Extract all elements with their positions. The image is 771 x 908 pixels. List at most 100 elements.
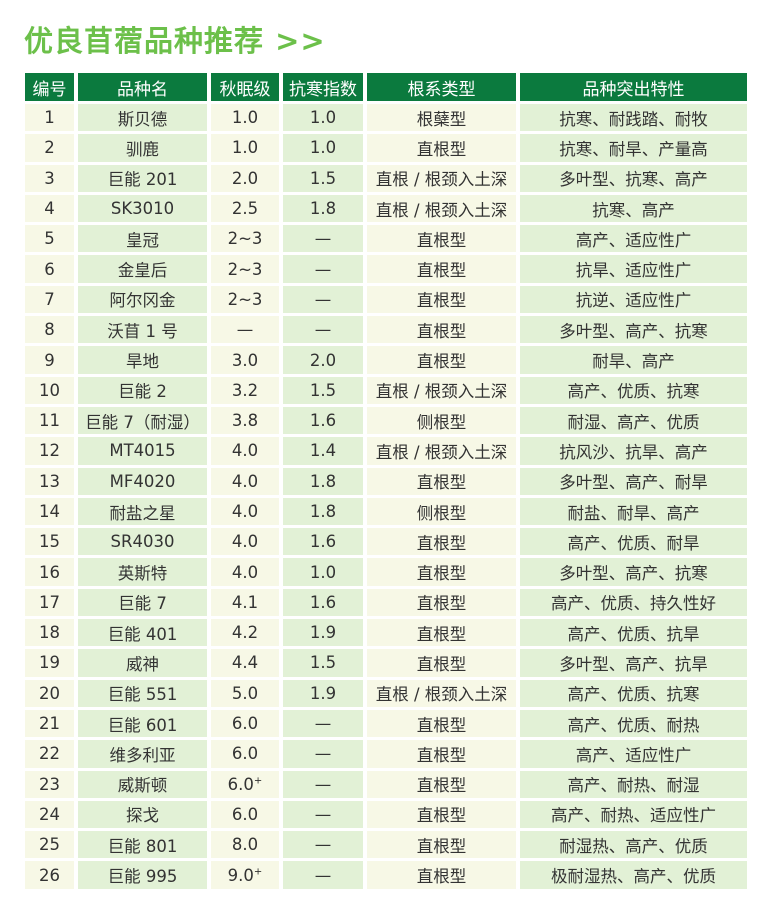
table-cell: —	[283, 225, 363, 253]
table-cell: 抗寒、耐旱、产量高	[520, 134, 747, 162]
table-cell: —	[283, 770, 363, 798]
table-cell: —	[283, 709, 363, 738]
table-cell: 13	[25, 467, 74, 495]
table-cell: 25	[25, 831, 74, 859]
table-cell: 1.8	[283, 467, 363, 495]
table-cell: 高产、优质、耐旱	[520, 528, 747, 556]
table-cell: 3	[25, 164, 74, 192]
table-cell: 1.6	[283, 588, 363, 617]
table-row: 3 巨能 201 2.0 1.5 直根 / 根颈入土深 多叶型、抗寒、高产	[25, 164, 747, 192]
table-cell: 金皇后	[78, 255, 207, 283]
table-cell: 高产、优质、抗旱	[520, 619, 747, 647]
column-header: 根系类型	[367, 73, 516, 101]
table-row: 22 维多利亚 6.0— 直根型 高产、适应性广	[25, 740, 747, 768]
table-cell: 耐旱、高产	[520, 346, 747, 374]
column-header: 品种突出特性	[520, 73, 747, 101]
table-cell: 4.4	[211, 649, 279, 677]
table-cell: 2.5	[211, 194, 279, 223]
table-row: 5 皇冠 2~3— 直根型 高产、适应性广	[25, 225, 747, 253]
table-cell: 4.0	[211, 497, 279, 526]
table-cell: 6	[25, 255, 74, 283]
table-cell: 1	[25, 104, 74, 132]
table-cell: 高产、优质、持久性好	[520, 588, 747, 617]
table-cell: 英斯特	[78, 558, 207, 586]
table-cell: 19	[25, 649, 74, 677]
table-cell: 1.0	[283, 104, 363, 132]
table-cell: 高产、耐热、耐湿	[520, 770, 747, 798]
table-cell: 3.2	[211, 376, 279, 404]
table-cell: 巨能 7（耐湿）	[78, 406, 207, 435]
table-cell: 1.6	[283, 406, 363, 435]
table-cell: 抗逆、适应性广	[520, 285, 747, 314]
table-cell: 4.2	[211, 619, 279, 647]
table-cell: 直根型	[367, 255, 516, 283]
table-cell: 直根型	[367, 861, 516, 889]
table-cell: 驯鹿	[78, 134, 207, 162]
table-cell: 24	[25, 800, 74, 829]
table-cell: 巨能 401	[78, 619, 207, 647]
table-cell: 2	[25, 134, 74, 162]
table-cell: 耐湿、高产、优质	[520, 406, 747, 435]
table-cell: 3.8	[211, 406, 279, 435]
table-cell: 巨能 2	[78, 376, 207, 404]
table-cell: 2.0	[211, 164, 279, 192]
table-cell: 直根型	[367, 588, 516, 617]
table-cell: 威神	[78, 649, 207, 677]
table-header: 编号 品种名 秋眠级 抗寒指数 根系类型 品种突出特性	[25, 73, 747, 101]
table-row: 14 耐盐之星 4.0 1.8 侧根型 耐盐、耐旱、高产	[25, 497, 747, 526]
page-title: 优良苜蓿品种推荐 >>	[24, 24, 326, 58]
table-row: 9 旱地 3.0 2.0 直根型 耐旱、高产	[25, 346, 747, 374]
table-cell: 斯贝德	[78, 104, 207, 132]
table-cell: 高产、优质、抗寒	[520, 679, 747, 707]
table-row: 10 巨能 2 3.2 1.5 直根 / 根颈入土深 高产、优质、抗寒	[25, 376, 747, 404]
table-cell: 沃苜 1 号	[78, 316, 207, 344]
table-cell: 多叶型、抗寒、高产	[520, 164, 747, 192]
table-cell: 旱地	[78, 346, 207, 374]
table-cell: 2.0	[283, 346, 363, 374]
table-cell: —	[283, 861, 363, 889]
table-cell: 阿尔冈金	[78, 285, 207, 314]
table-row: 19 威神 4.4 1.5 直根型 多叶型、高产、抗旱	[25, 649, 747, 677]
table-cell: 4	[25, 194, 74, 223]
table-cell: 1.9	[283, 679, 363, 707]
table-cell: 直根 / 根颈入土深	[367, 376, 516, 404]
table-row: 1 斯贝德 1.0 1.0 根蘖型 抗寒、耐践踏、耐牧	[25, 104, 747, 132]
table-cell: —	[211, 316, 279, 344]
table-cell: 皇冠	[78, 225, 207, 253]
column-header: 秋眠级	[211, 73, 279, 101]
table-cell: 高产、适应性广	[520, 225, 747, 253]
table-cell: 直根 / 根颈入土深	[367, 164, 516, 192]
column-header: 抗寒指数	[283, 73, 363, 101]
table-row: 21 巨能 601 6.0— 直根型 高产、优质、耐热	[25, 709, 747, 738]
table-cell: 高产、优质、抗寒	[520, 376, 747, 404]
table-cell: 4.0	[211, 467, 279, 495]
table-cell: 9	[25, 346, 74, 374]
table-cell: 抗旱、适应性广	[520, 255, 747, 283]
table-cell: 26	[25, 861, 74, 889]
table-cell: 高产、优质、耐热	[520, 709, 747, 738]
table-cell: 9.0+	[211, 861, 279, 889]
table-cell: 威斯顿	[78, 770, 207, 798]
table-cell: 6.0	[211, 740, 279, 768]
table-cell: 直根型	[367, 709, 516, 738]
table-cell: —	[283, 800, 363, 829]
table-cell: 直根型	[367, 528, 516, 556]
table-cell: 直根型	[367, 134, 516, 162]
table-row: 6 金皇后 2~3— 直根型 抗旱、适应性广	[25, 255, 747, 283]
table-cell: 直根型	[367, 285, 516, 314]
table-cell: 4.0	[211, 558, 279, 586]
table-cell: 14	[25, 497, 74, 526]
table-cell: 1.8	[283, 194, 363, 223]
table-cell: 巨能 7	[78, 588, 207, 617]
table-cell: 1.4	[283, 437, 363, 465]
table-cell: 1.5	[283, 164, 363, 192]
table-cell: 1.5	[283, 649, 363, 677]
table-cell: 抗风沙、抗旱、高产	[520, 437, 747, 465]
table-cell: 高产、耐热、适应性广	[520, 800, 747, 829]
table-cell: 极耐湿热、高产、优质	[520, 861, 747, 889]
table-cell: 直根型	[367, 800, 516, 829]
table-cell: 20	[25, 679, 74, 707]
table-cell: 11	[25, 406, 74, 435]
table-row: 20 巨能 551 5.0 1.9 直根 / 根颈入土深 高产、优质、抗寒	[25, 679, 747, 707]
table-cell: 17	[25, 588, 74, 617]
